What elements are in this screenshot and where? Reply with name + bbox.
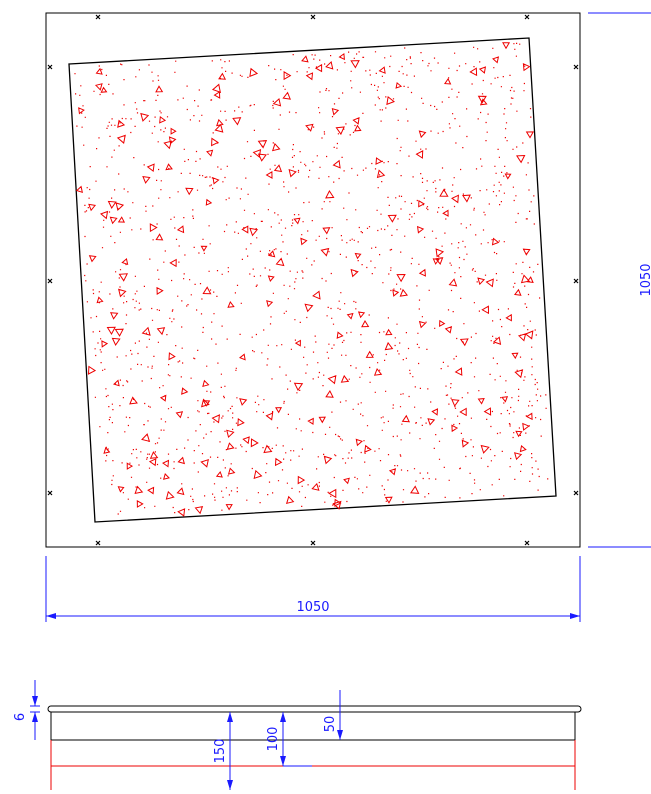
dim-text: 6 [13,713,28,721]
cross-marker [47,14,579,546]
section-base [50,740,576,790]
speckle-dots [74,42,549,515]
tile-outline [68,37,557,523]
speckle-pattern [74,42,549,517]
width-dimension [45,556,581,622]
dim-text: 1050 [296,600,329,615]
outer-frame [45,12,581,548]
plate [47,705,582,713]
section-dimensions [30,680,343,790]
dim-text: 150 [213,739,228,764]
section-body [50,712,576,741]
height-dimension [588,12,651,548]
dim-text: 100 [266,727,281,752]
corner-markers [47,14,579,546]
speckle-triangles [75,42,535,517]
dim-text: 1050 [639,263,651,296]
dim-text: 50 [323,716,338,733]
